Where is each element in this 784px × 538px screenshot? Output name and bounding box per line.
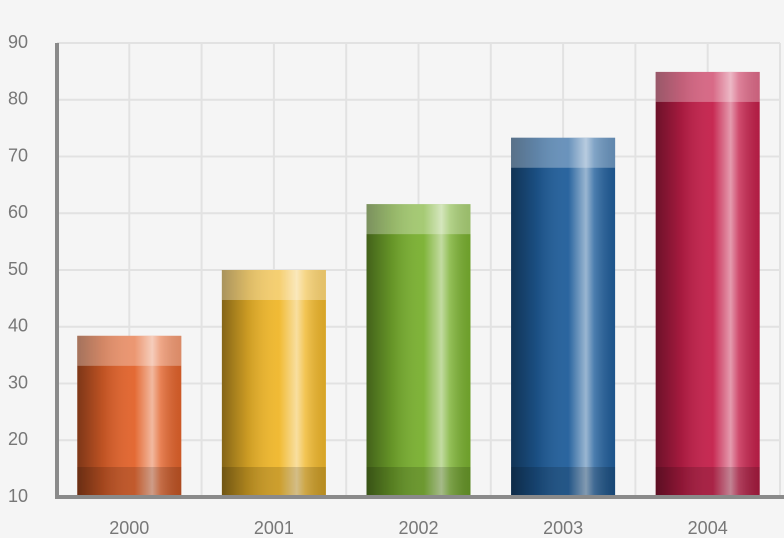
- bar-base: [511, 467, 616, 497]
- bar-base: [655, 467, 760, 497]
- bars: [77, 71, 760, 498]
- bar-cap: [366, 204, 471, 235]
- x-tick-label: 2002: [398, 518, 438, 538]
- bar-base: [366, 467, 471, 497]
- y-tick-label: 60: [8, 202, 28, 222]
- bar-shade: [221, 270, 326, 497]
- y-tick-label: 90: [8, 32, 28, 52]
- y-tick-label: 30: [8, 372, 28, 392]
- bar-base: [77, 467, 182, 497]
- y-tick-label: 80: [8, 89, 28, 109]
- bar-shade: [655, 71, 760, 497]
- bar-cap: [655, 71, 760, 102]
- labels: 10 20 30 40 50 60 70 80 90 2000 2001 2002 2003 2004: [8, 32, 728, 538]
- x-tick-label: 2003: [543, 518, 583, 538]
- y-tick-label: 20: [8, 429, 28, 449]
- x-tick-label: 2004: [688, 518, 728, 538]
- x-tick-label: 2000: [109, 518, 149, 538]
- y-tick-label: 10: [8, 486, 28, 506]
- bar-shade: [511, 137, 616, 497]
- x-tick-label: 2001: [254, 518, 294, 538]
- bar-cap: [77, 335, 182, 366]
- y-tick-label: 40: [8, 316, 28, 336]
- y-tick-label: 70: [8, 145, 28, 165]
- y-tick-label: 50: [8, 259, 28, 279]
- bar-shade: [77, 335, 182, 497]
- bar-cap: [221, 270, 326, 300]
- bar-base: [221, 467, 326, 497]
- bar-cap: [511, 137, 616, 168]
- bar-shade: [366, 204, 471, 498]
